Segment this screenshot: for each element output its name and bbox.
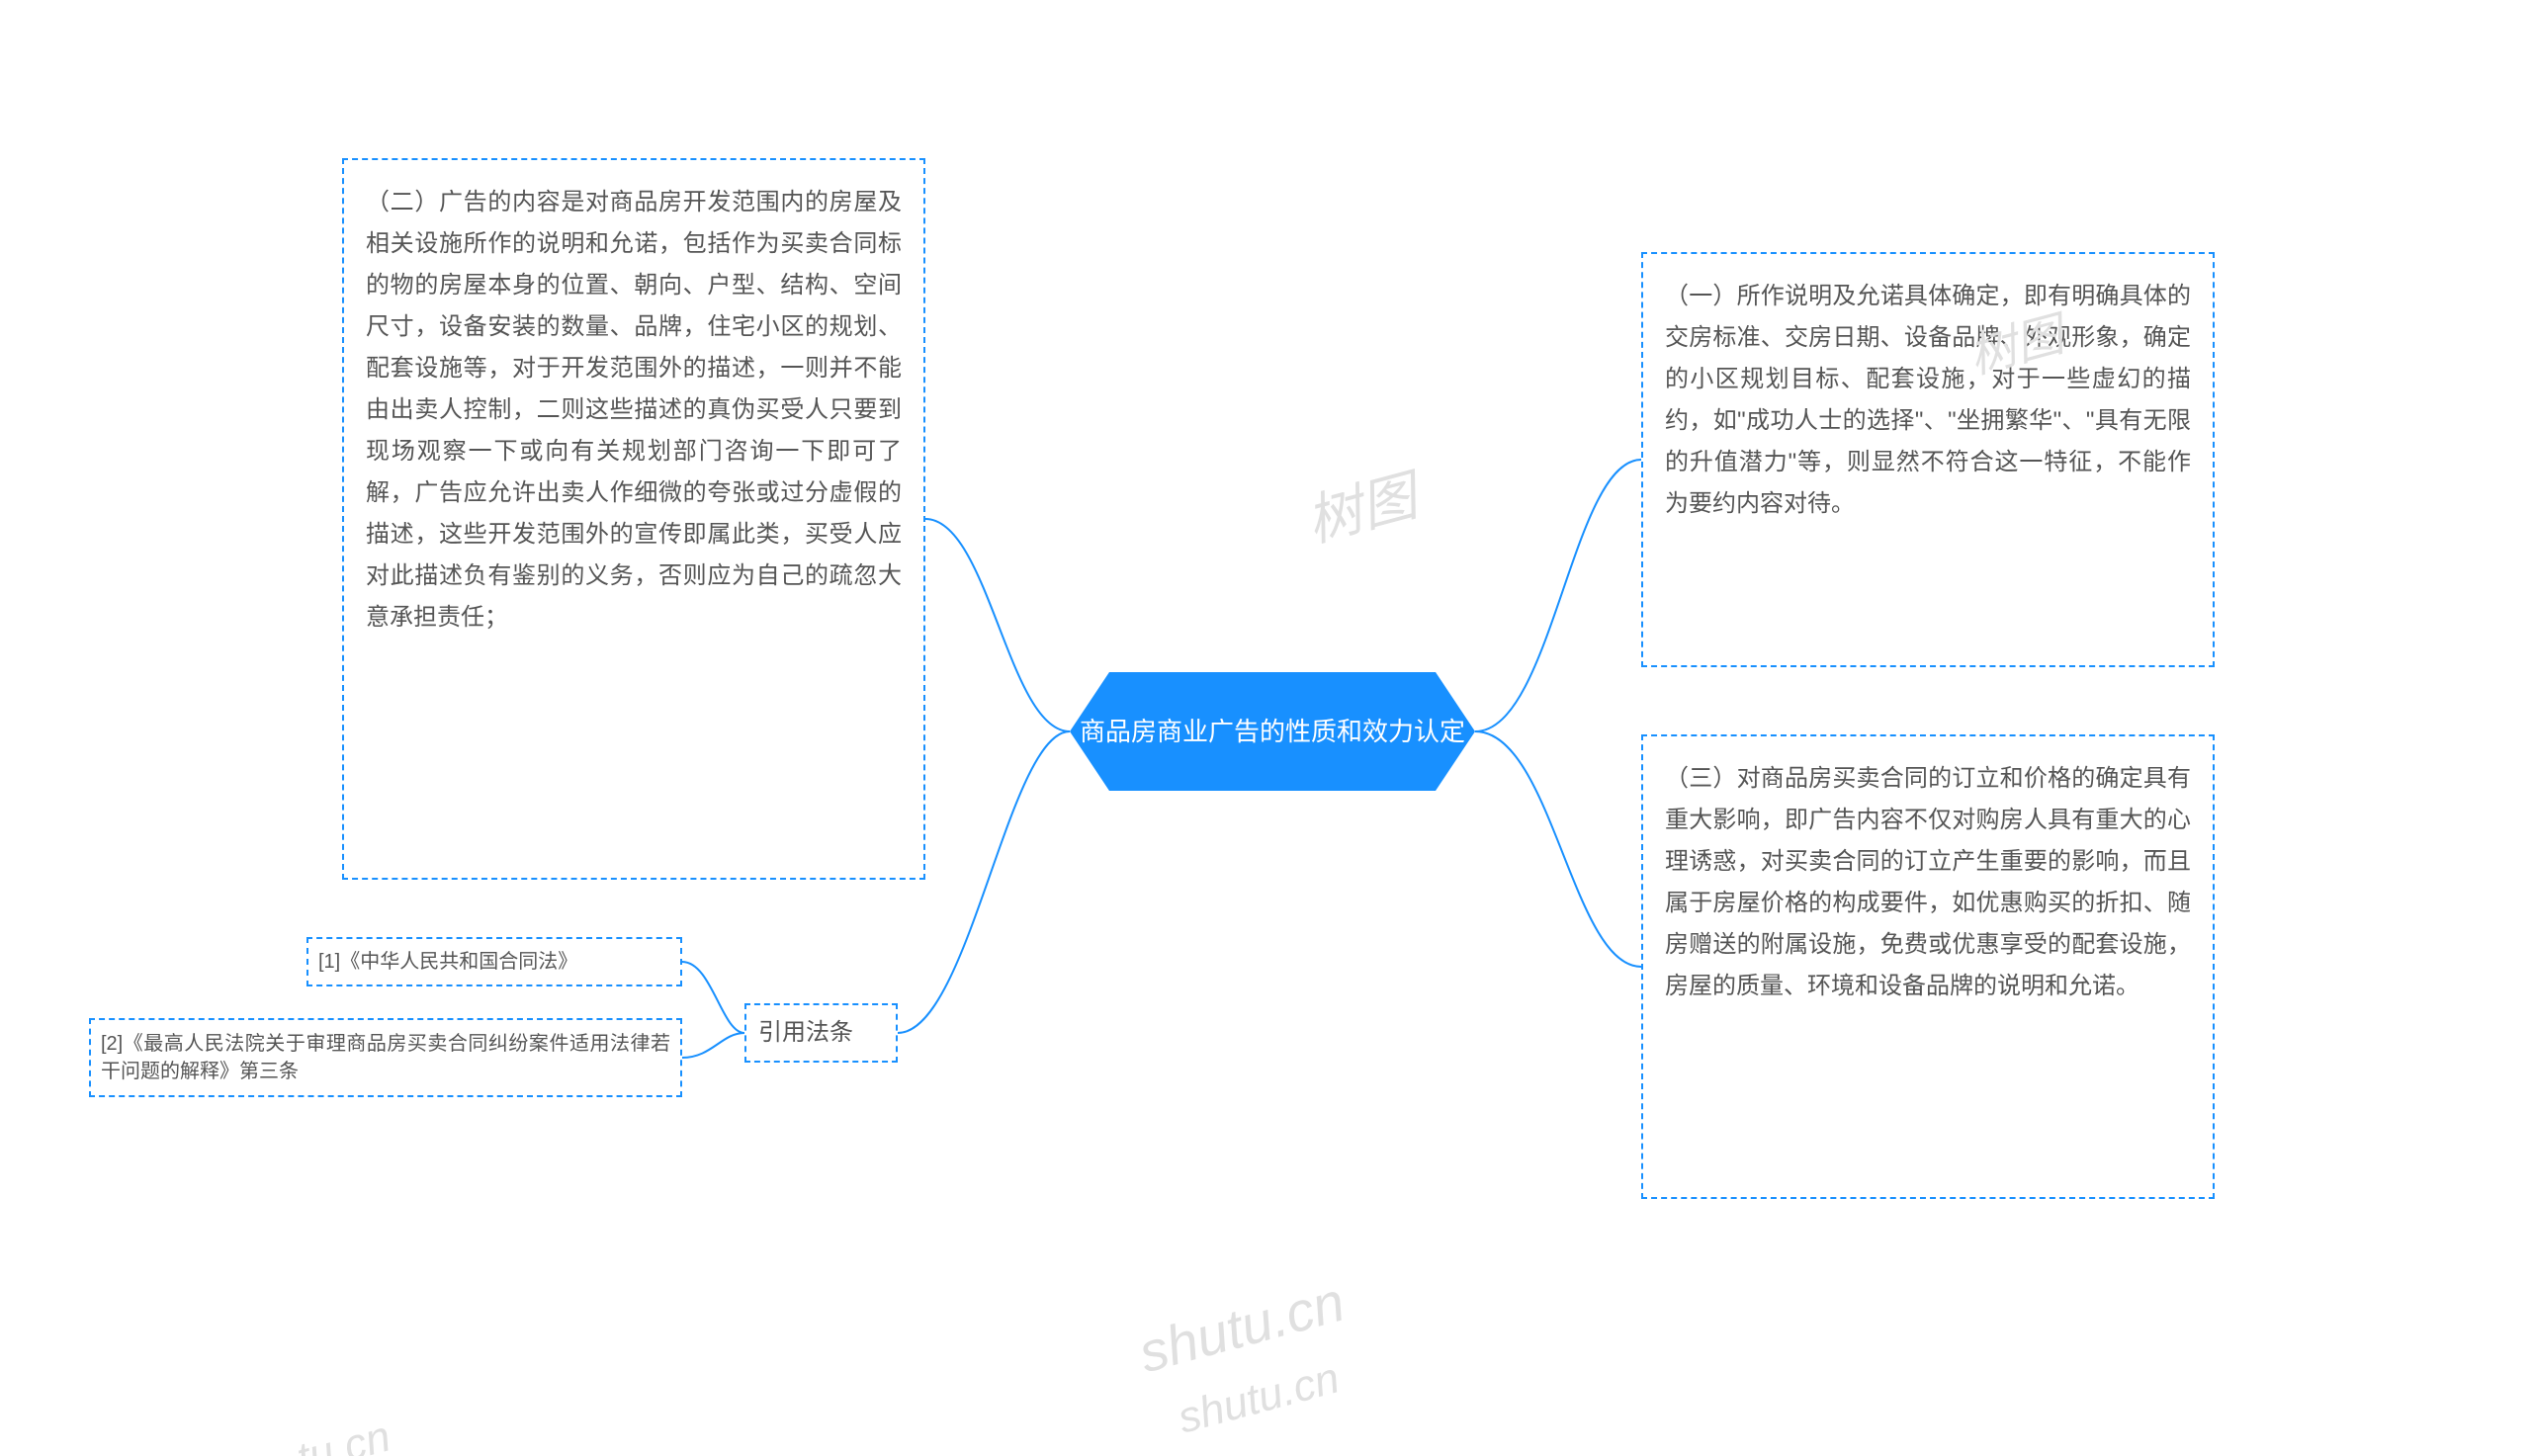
node-citation-1-text: [1]《中华人民共和国合同法》 — [318, 949, 670, 975]
node-section-3-text: （三）对商品房买卖合同的订立和价格的确定具有重大影响，即广告内容不仅对购房人具有… — [1665, 758, 2191, 1007]
watermark: shutu.cn — [1132, 1269, 1351, 1386]
node-section-1: （一）所作说明及允诺具体确定，即有明确具体的交房标准、交房日期、设备品牌、外观形… — [1641, 252, 2215, 667]
central-node: 商品房商业广告的性质和效力认定 — [1070, 672, 1475, 791]
central-node-label: 商品房商业广告的性质和效力认定 — [1070, 712, 1475, 751]
node-citations-header: 引用法条 — [744, 1003, 898, 1063]
node-citation-2-text: [2]《最高人民法院关于审理商品房买卖合同纠纷案件适用法律若干问题的解释》第三条 — [101, 1030, 670, 1085]
node-citations-header-text: 引用法条 — [758, 1017, 884, 1049]
node-citation-2: [2]《最高人民法院关于审理商品房买卖合同纠纷案件适用法律若干问题的解释》第三条 — [89, 1018, 682, 1097]
watermark: tu.cn — [292, 1413, 395, 1456]
node-section-2: （二）广告的内容是对商品房开发范围内的房屋及相关设施所作的说明和允诺，包括作为买… — [342, 158, 925, 880]
watermark: 树图 — [1296, 452, 1424, 557]
node-citation-1: [1]《中华人民共和国合同法》 — [306, 937, 682, 986]
node-section-3: （三）对商品房买卖合同的订立和价格的确定具有重大影响，即广告内容不仅对购房人具有… — [1641, 734, 2215, 1199]
watermark: shutu.cn — [1173, 1353, 1345, 1443]
node-section-2-text: （二）广告的内容是对商品房开发范围内的房屋及相关设施所作的说明和允诺，包括作为买… — [366, 182, 902, 639]
node-section-1-text: （一）所作说明及允诺具体确定，即有明确具体的交房标准、交房日期、设备品牌、外观形… — [1665, 276, 2191, 525]
